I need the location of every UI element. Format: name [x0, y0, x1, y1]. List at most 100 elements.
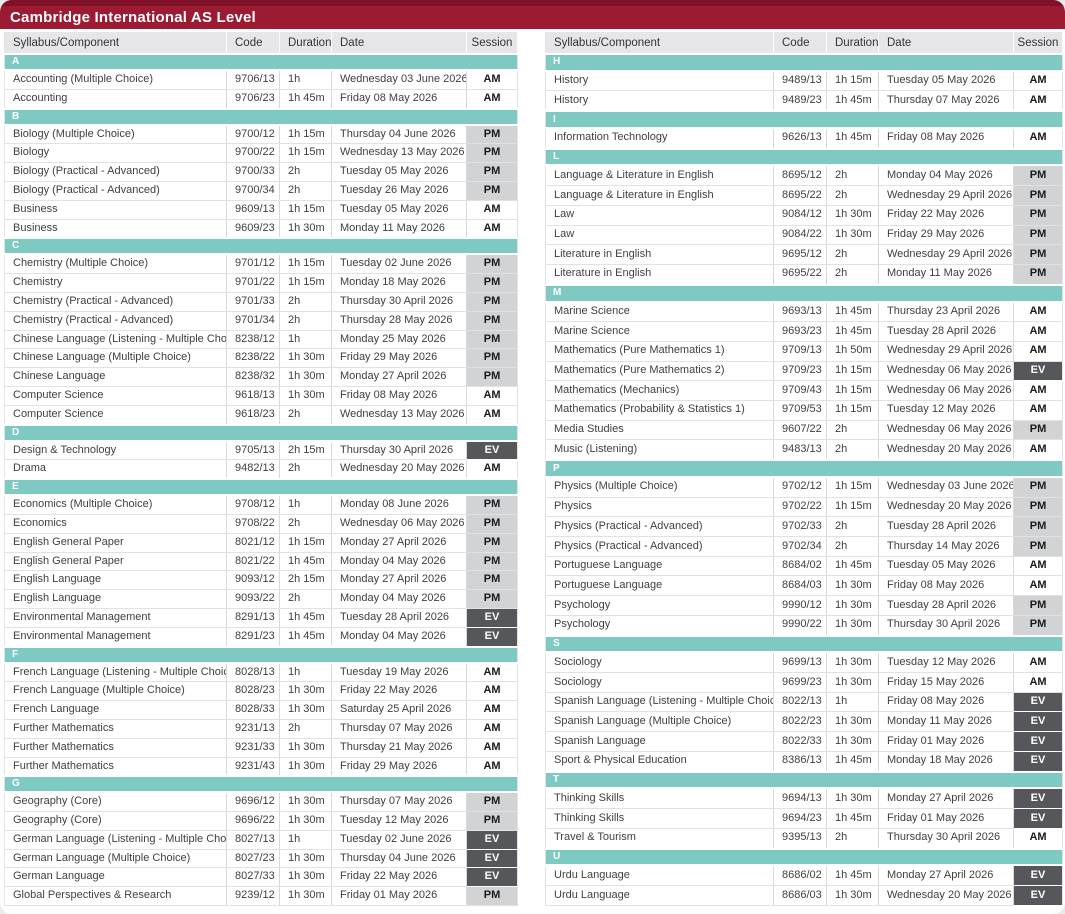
syllabus-cell: German Language (Multiple Choice)	[4, 849, 227, 869]
duration-cell: 1h 15m	[279, 254, 332, 275]
duration-cell: 2h	[279, 459, 332, 480]
syllabus-cell: Environmental Management	[4, 608, 227, 628]
date-cell: Friday 08 May 2026	[878, 692, 1014, 713]
top-accent-strip	[0, 0, 1065, 6]
code-cell: 9231/13	[226, 719, 280, 739]
table-row: Marine Science 9693/13 1h 45m Thursday 23 A…	[545, 301, 1063, 323]
duration-cell: 2h	[279, 311, 332, 331]
code-cell: 8386/13	[773, 751, 827, 773]
duration-cell: 1h 15m	[826, 361, 879, 382]
date-cell: Thursday 04 June 2026	[331, 124, 467, 145]
duration-cell: 1h 30m	[826, 788, 879, 810]
syllabus-cell: Drama	[4, 459, 227, 480]
date-cell: Friday 29 May 2026	[878, 225, 1014, 246]
syllabus-cell: Biology (Multiple Choice)	[4, 124, 227, 145]
code-cell: 9231/43	[226, 757, 280, 777]
date-cell: Friday 15 May 2026	[878, 672, 1014, 693]
table-row: German Language (Multiple Choice) 8027/23…	[4, 849, 518, 869]
code-cell: 9699/13	[773, 652, 827, 674]
duration-cell: 1h 30m	[279, 886, 332, 907]
code-cell: 9231/33	[226, 738, 280, 758]
syllabus-cell: Physics (Multiple Choice)	[545, 476, 774, 498]
table-row: Physics (Multiple Choice) 9702/12 1h 15m We…	[545, 476, 1063, 498]
duration-cell: 1h	[279, 495, 332, 515]
table-row: Computer Science 9618/13 1h 30m Friday 08 M…	[4, 386, 518, 406]
syllabus-cell: Economics	[4, 514, 227, 534]
table-row: History 9489/23 1h 45m Thursday 07 May 2026…	[545, 90, 1063, 112]
section-row: E	[4, 478, 518, 497]
code-cell: 9482/13	[226, 459, 280, 480]
session-cell: EV	[466, 608, 518, 628]
session-cell: AM	[1013, 672, 1063, 693]
session-cell: AM	[1013, 70, 1063, 92]
section-row: D	[4, 423, 518, 442]
session-cell: AM	[1013, 301, 1063, 323]
syllabus-cell: Chinese Language	[4, 367, 227, 387]
session-cell: AM	[466, 681, 518, 702]
date-cell: Monday 27 April 2026	[331, 570, 467, 591]
date-cell: Tuesday 12 May 2026	[878, 400, 1014, 421]
code-cell: 9618/13	[226, 386, 280, 406]
session-cell: AM	[1013, 400, 1063, 421]
syllabus-cell: History	[545, 90, 774, 112]
table-row: Business 9609/13 1h 15m Tuesday 05 May 2026…	[4, 200, 518, 220]
session-cell: EV	[1013, 711, 1063, 733]
code-cell: 8022/23	[773, 711, 827, 733]
session-cell: AM	[1013, 341, 1063, 362]
duration-cell: 1h 30m	[826, 731, 879, 752]
date-cell: Tuesday 26 May 2026	[331, 181, 467, 201]
code-cell: 9701/33	[226, 292, 280, 312]
table-row: Chinese Language 8238/32 1h 30m Monday 27 A…	[4, 367, 518, 387]
duration-cell: 2h	[826, 828, 879, 850]
session-cell: PM	[1013, 497, 1063, 518]
table-row: Language & Literature in English 8695/12 2…	[545, 165, 1063, 187]
code-cell: 9706/23	[226, 89, 280, 110]
session-cell: PM	[466, 570, 518, 591]
section-row: G	[4, 775, 518, 794]
table-row: Design & Technology 9705/13 2h 15m Thursday…	[4, 440, 518, 461]
session-cell: PM	[466, 273, 518, 293]
code-cell: 9609/23	[226, 219, 280, 239]
session-cell: EV	[466, 440, 518, 461]
syllabus-cell: German Language (Listening - Multiple Ch…	[4, 830, 227, 850]
session-cell: PM	[466, 181, 518, 201]
duration-cell: 1h 45m	[826, 127, 879, 150]
syllabus-cell: German Language	[4, 867, 227, 888]
date-cell: Wednesday 29 April 2026	[878, 244, 1014, 266]
duration-cell: 2h	[279, 514, 332, 534]
session-cell: PM	[466, 348, 518, 369]
table-row: Chinese Language (Multiple Choice) 8238/2…	[4, 348, 518, 369]
code-cell: 9700/34	[226, 181, 280, 201]
syllabus-cell: Chinese Language (Multiple Choice)	[4, 348, 227, 369]
code-cell: 9702/22	[773, 497, 827, 518]
duration-cell: 1h 30m	[826, 672, 879, 693]
code-cell: 8686/02	[773, 865, 827, 886]
date-cell: Wednesday 13 May 2026	[331, 143, 467, 164]
table-row: Environmental Management 8291/13 1h 45m Tue…	[4, 608, 518, 628]
session-cell: AM	[466, 700, 518, 720]
column-header-code: Code	[226, 32, 280, 55]
syllabus-cell: Sport & Physical Education	[545, 751, 774, 773]
table-row: German Language (Listening - Multiple Ch…	[4, 830, 518, 850]
section-header-f: F	[4, 645, 518, 664]
code-cell: 9701/12	[226, 254, 280, 275]
code-cell: 8027/13	[226, 830, 280, 850]
code-cell: 9700/22	[226, 143, 280, 164]
duration-cell: 2h	[279, 719, 332, 739]
code-cell: 8027/33	[226, 867, 280, 888]
session-cell: PM	[466, 589, 518, 609]
code-cell: 8291/23	[226, 627, 280, 648]
column-header-syllabus: Syllabus/Component	[4, 32, 227, 55]
duration-cell: 1h 45m	[826, 751, 879, 773]
duration-cell: 1h 45m	[279, 627, 332, 648]
session-cell: EV	[1013, 751, 1063, 773]
date-cell: Tuesday 12 May 2026	[878, 652, 1014, 674]
table-header: Syllabus/Component Code Duration Date Se…	[4, 32, 518, 55]
syllabus-cell: Law	[545, 205, 774, 226]
code-cell: 9709/53	[773, 400, 827, 421]
table-row: Mathematics (Mechanics) 9709/43 1h 15m Wedn…	[545, 380, 1063, 402]
syllabus-cell: Accounting (Multiple Choice)	[4, 70, 227, 90]
table-row: Language & Literature in English 8695/22 2…	[545, 185, 1063, 206]
code-cell: 9706/13	[226, 70, 280, 90]
